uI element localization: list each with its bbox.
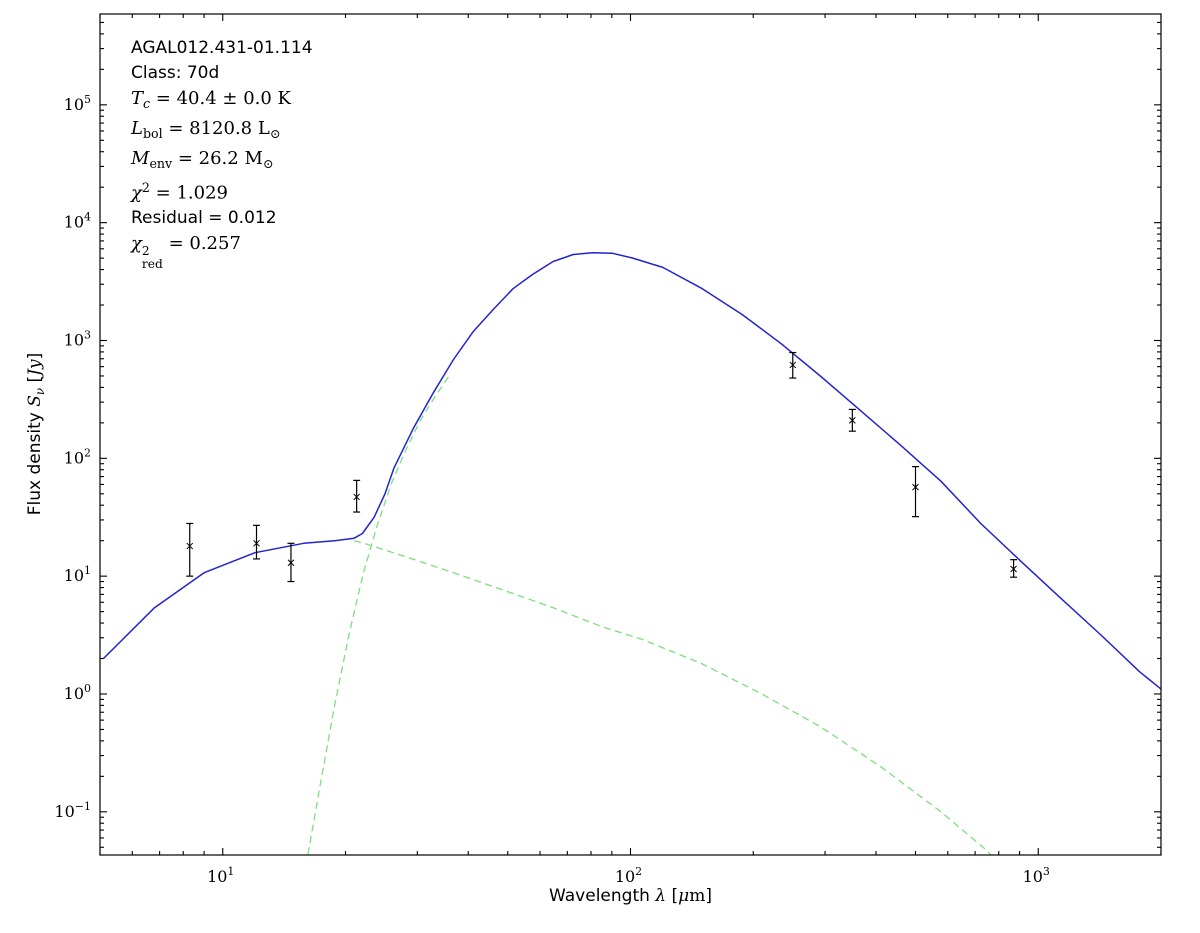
class-label: Class: 70d [131, 63, 220, 83]
y-axis-label: Flux density Sν [Jy] [25, 352, 47, 516]
observation-point [353, 479, 361, 513]
y-tick-label: 100 [64, 682, 91, 703]
observation-point [253, 524, 261, 560]
observation-point [1010, 559, 1018, 578]
chi-squared: χ2 = 1.029 [131, 180, 228, 204]
x-tick-label: 102 [615, 865, 642, 886]
y-tick-label: 102 [64, 446, 91, 467]
x-axis-label: Wavelength λ [μm] [549, 886, 712, 906]
observation-point [789, 351, 797, 379]
supsub: 2 red [141, 244, 163, 272]
residual: Residual = 0.012 [131, 207, 277, 228]
observation-point [848, 408, 856, 432]
x-tick-label: 103 [1023, 865, 1050, 886]
bolometric-luminosity: Lbol = 8120.8 L⊙ [131, 117, 281, 141]
axis-ticks [99, 14, 1162, 855]
envelope-mass: Menv = 26.2 M⊙ [131, 147, 274, 171]
warm-component-curve [353, 540, 992, 855]
source-name: AGAL012.431-01.114 [131, 38, 313, 58]
y-tick-label: 104 [64, 211, 91, 232]
cold-envelope-component-curve [307, 375, 450, 855]
observed-points [186, 351, 1018, 583]
fit-parameters-annotation: AGAL012.431-01.114 Class: 70d Tc = 40.4 ± … [131, 36, 313, 271]
y-tick-label: 10−1 [54, 800, 91, 821]
dust-temperature: Tc = 40.4 ± 0.0 K [131, 88, 292, 111]
y-tick-label: 103 [64, 328, 91, 349]
total-model-curve [102, 251, 1161, 690]
y-tick-label: 105 [64, 93, 91, 114]
y-tick-label: 101 [64, 564, 91, 585]
x-tick-label: 101 [207, 865, 234, 886]
observation-point [287, 542, 295, 583]
axes-frame [99, 13, 1162, 856]
observation-point [186, 522, 194, 577]
observation-point [912, 466, 920, 518]
chi-squared-reduced: χ 2 red = 0.257 [131, 232, 241, 272]
